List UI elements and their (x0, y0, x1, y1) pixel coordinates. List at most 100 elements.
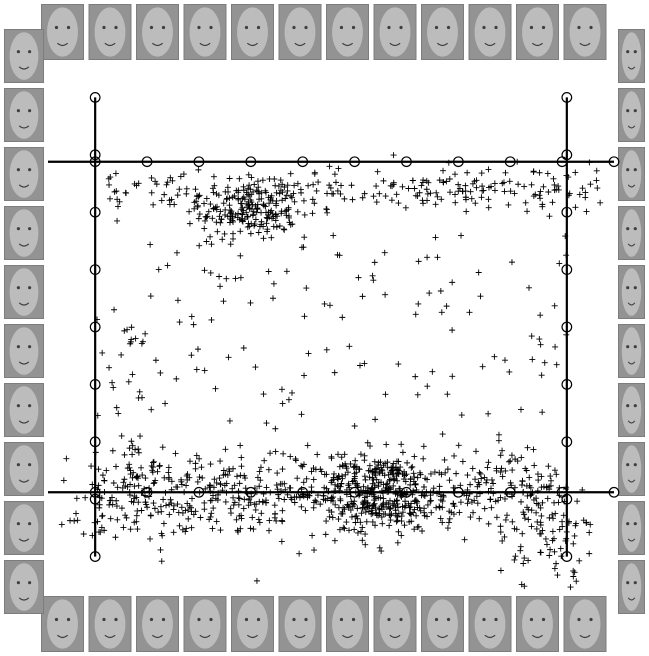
scatter-point-619 (472, 476, 479, 483)
scatter-point-509 (123, 514, 130, 521)
scatter-point-785 (263, 420, 270, 427)
scatter-point-1408 (512, 553, 519, 560)
scatter-point-673 (146, 493, 153, 500)
top-face-12-eye-right (589, 25, 593, 30)
scatter-point-1413 (560, 512, 567, 519)
scatter-point-114 (327, 184, 334, 191)
scatter-point-688 (272, 511, 279, 518)
scatter-point-208 (536, 192, 543, 199)
bottom-face-11-mouth (531, 634, 544, 639)
right-face-10-face (621, 563, 642, 611)
scatter-point-872 (439, 519, 446, 526)
scatter-point-1194 (325, 488, 332, 495)
scatter-point-181 (528, 181, 535, 188)
top-face-6 (278, 4, 322, 60)
scatter-point-858 (166, 501, 173, 508)
bottom-face-2-face (94, 599, 126, 649)
top-face-5-face (237, 7, 268, 57)
left-face-5-eye-left (16, 286, 20, 290)
scatter-point-125 (284, 182, 291, 189)
scatter-point-1069 (544, 495, 551, 502)
scatter-point-1152 (353, 469, 360, 476)
scatter-point-706 (441, 456, 448, 463)
right-face-4 (618, 206, 645, 260)
scatter-point-190 (593, 177, 600, 184)
top-face-2-eye-left (102, 25, 106, 30)
scatter-point-86 (275, 183, 282, 190)
scatter-point-369 (252, 202, 259, 209)
scatter-point-963 (414, 474, 421, 481)
scatter-point-1025 (256, 519, 263, 526)
scatter-point-636 (501, 495, 508, 502)
scatter-point-1023 (503, 512, 510, 519)
scatter-point-1210 (370, 491, 377, 498)
scatter-point-947 (520, 509, 527, 516)
right-face-8-eye-left (626, 463, 630, 467)
scatter-point-1446 (537, 504, 544, 511)
scatter-point-953 (300, 461, 307, 468)
scatter-point-155 (583, 208, 590, 215)
scatter-point-1131 (321, 484, 328, 491)
scatter-point-897 (338, 454, 345, 461)
scatter-point-1138 (287, 494, 294, 501)
scatter-point-930 (185, 506, 192, 513)
scatter-point-351 (202, 213, 209, 220)
top-face-7-eye-left (339, 25, 344, 30)
top-face-3-mouth (151, 42, 164, 47)
left-face-9-face (9, 504, 39, 552)
scatter-point-1090 (214, 496, 221, 503)
scatter-point-687 (278, 488, 285, 495)
scatter-point-995 (336, 526, 343, 533)
scatter-point-1162 (352, 457, 359, 464)
vertical-guide-circle-1-7 (89, 436, 101, 448)
scatter-point-187 (374, 168, 381, 175)
scatter-point-803 (226, 466, 233, 473)
left-face-2 (4, 88, 44, 142)
scatter-point-880 (497, 469, 504, 476)
scatter-point-627 (266, 517, 273, 524)
scatter-point-618 (126, 445, 133, 452)
left-face-4-mouth (18, 243, 30, 247)
scatter-point-1493 (288, 389, 295, 396)
scatter-point-146 (220, 200, 227, 207)
scatter-point-1287 (401, 472, 408, 479)
scatter-point-1373 (420, 483, 427, 490)
scatter-point-876 (420, 455, 427, 462)
scatter-point-1082 (165, 464, 172, 471)
scatter-point-1482 (110, 384, 117, 391)
scatter-point-202 (572, 204, 579, 211)
scatter-point-1247 (347, 493, 354, 500)
scatter-point-1590 (193, 366, 200, 373)
scatter-point-405 (281, 226, 288, 233)
left-face-6-eye-left (16, 345, 20, 349)
scatter-point-762 (310, 504, 317, 511)
scatter-point-1225 (415, 523, 422, 530)
top-face-10 (468, 4, 512, 60)
left-face-8 (4, 442, 44, 496)
top-face-11-face (522, 7, 553, 57)
top-face-8 (373, 4, 417, 60)
left-face-3 (4, 147, 44, 201)
scatter-point-779 (461, 536, 468, 543)
scatter-point-1327 (350, 500, 357, 507)
scatter-point-1534 (94, 412, 101, 419)
scatter-point-1058 (450, 484, 457, 491)
scatter-point-1120 (423, 513, 430, 520)
scatter-point-912 (134, 473, 141, 480)
right-face-3 (618, 147, 645, 201)
scatter-point-112 (511, 190, 518, 197)
scatter-point-1333 (372, 472, 379, 479)
scatter-point-324 (277, 177, 284, 184)
scatter-point-1357 (386, 506, 393, 513)
left-face-7-eye-right (28, 404, 32, 408)
scatter-point-314 (194, 192, 201, 199)
scatter-point-1319 (408, 500, 415, 507)
scatter-point-1232 (308, 468, 315, 475)
scatter-point-1591 (136, 388, 143, 395)
bottom-face-9 (421, 596, 464, 652)
scatter-point-1326 (390, 502, 397, 509)
scatter-point-991 (445, 519, 452, 526)
scatter-point-1543 (326, 302, 333, 309)
bottom-face-11-eye-left (529, 617, 534, 622)
scatter-point-1496 (415, 258, 422, 265)
